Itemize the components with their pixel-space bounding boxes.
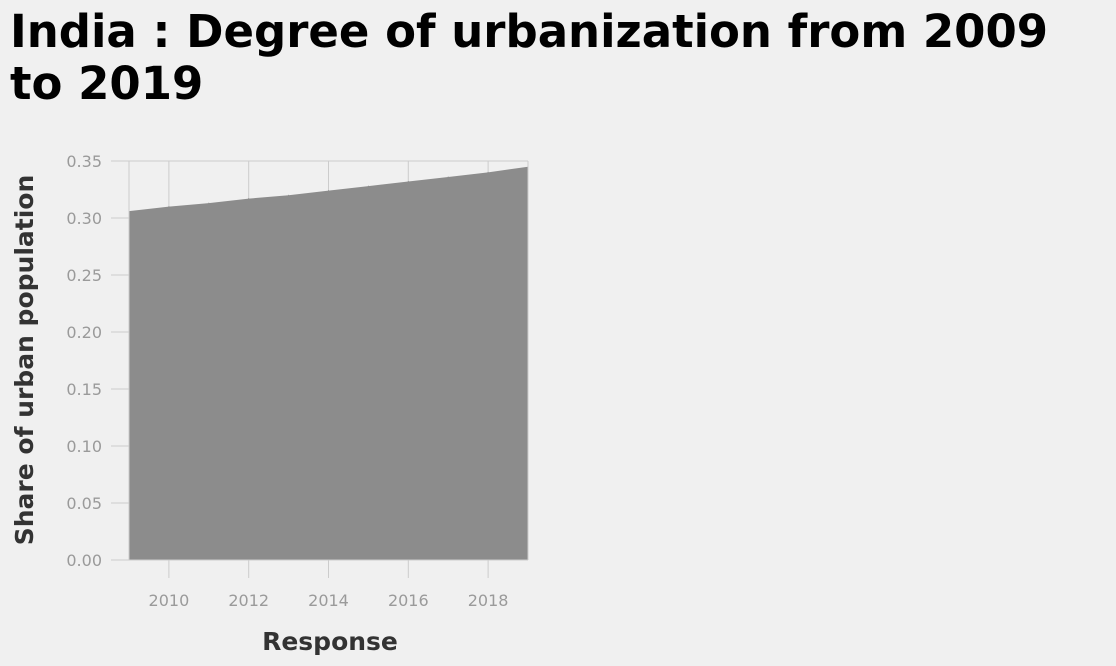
y-tick-label: 0.15 [66, 380, 102, 399]
data-point [328, 190, 329, 192]
data-point [208, 202, 210, 204]
x-axis-title: Response [262, 627, 398, 656]
x-tick-label: 2012 [228, 591, 269, 610]
data-point [248, 198, 250, 200]
y-tick-label: 0.10 [66, 437, 102, 456]
y-tick-label: 0.25 [66, 266, 102, 285]
y-axis-title: Share of urban population [10, 175, 39, 546]
data-point [367, 185, 369, 187]
y-tick-label: 0.05 [66, 494, 102, 513]
area-fill [129, 166, 528, 560]
x-tick-label: 2010 [149, 591, 190, 610]
y-tick-label: 0.20 [66, 323, 102, 342]
y-axis-ticks: 0.00 0.05 0.10 0.15 0.20 0.25 0.30 0.35 [66, 152, 129, 570]
y-tick-label: 0.30 [66, 209, 102, 228]
data-point [447, 176, 449, 178]
data-point [168, 206, 170, 208]
chart-title: India : Degree of urbanization from 2009… [10, 5, 1049, 110]
data-point [407, 181, 409, 183]
x-tick-label: 2016 [388, 591, 429, 610]
area-series [128, 166, 529, 560]
data-point [487, 171, 489, 173]
x-axis-ticks: 2010 2012 2014 2016 2018 [149, 560, 509, 610]
x-tick-label: 2018 [468, 591, 509, 610]
y-tick-label: 0.00 [66, 551, 102, 570]
data-point [288, 194, 290, 196]
x-tick-label: 2014 [308, 591, 349, 610]
y-tick-label: 0.35 [66, 152, 102, 171]
